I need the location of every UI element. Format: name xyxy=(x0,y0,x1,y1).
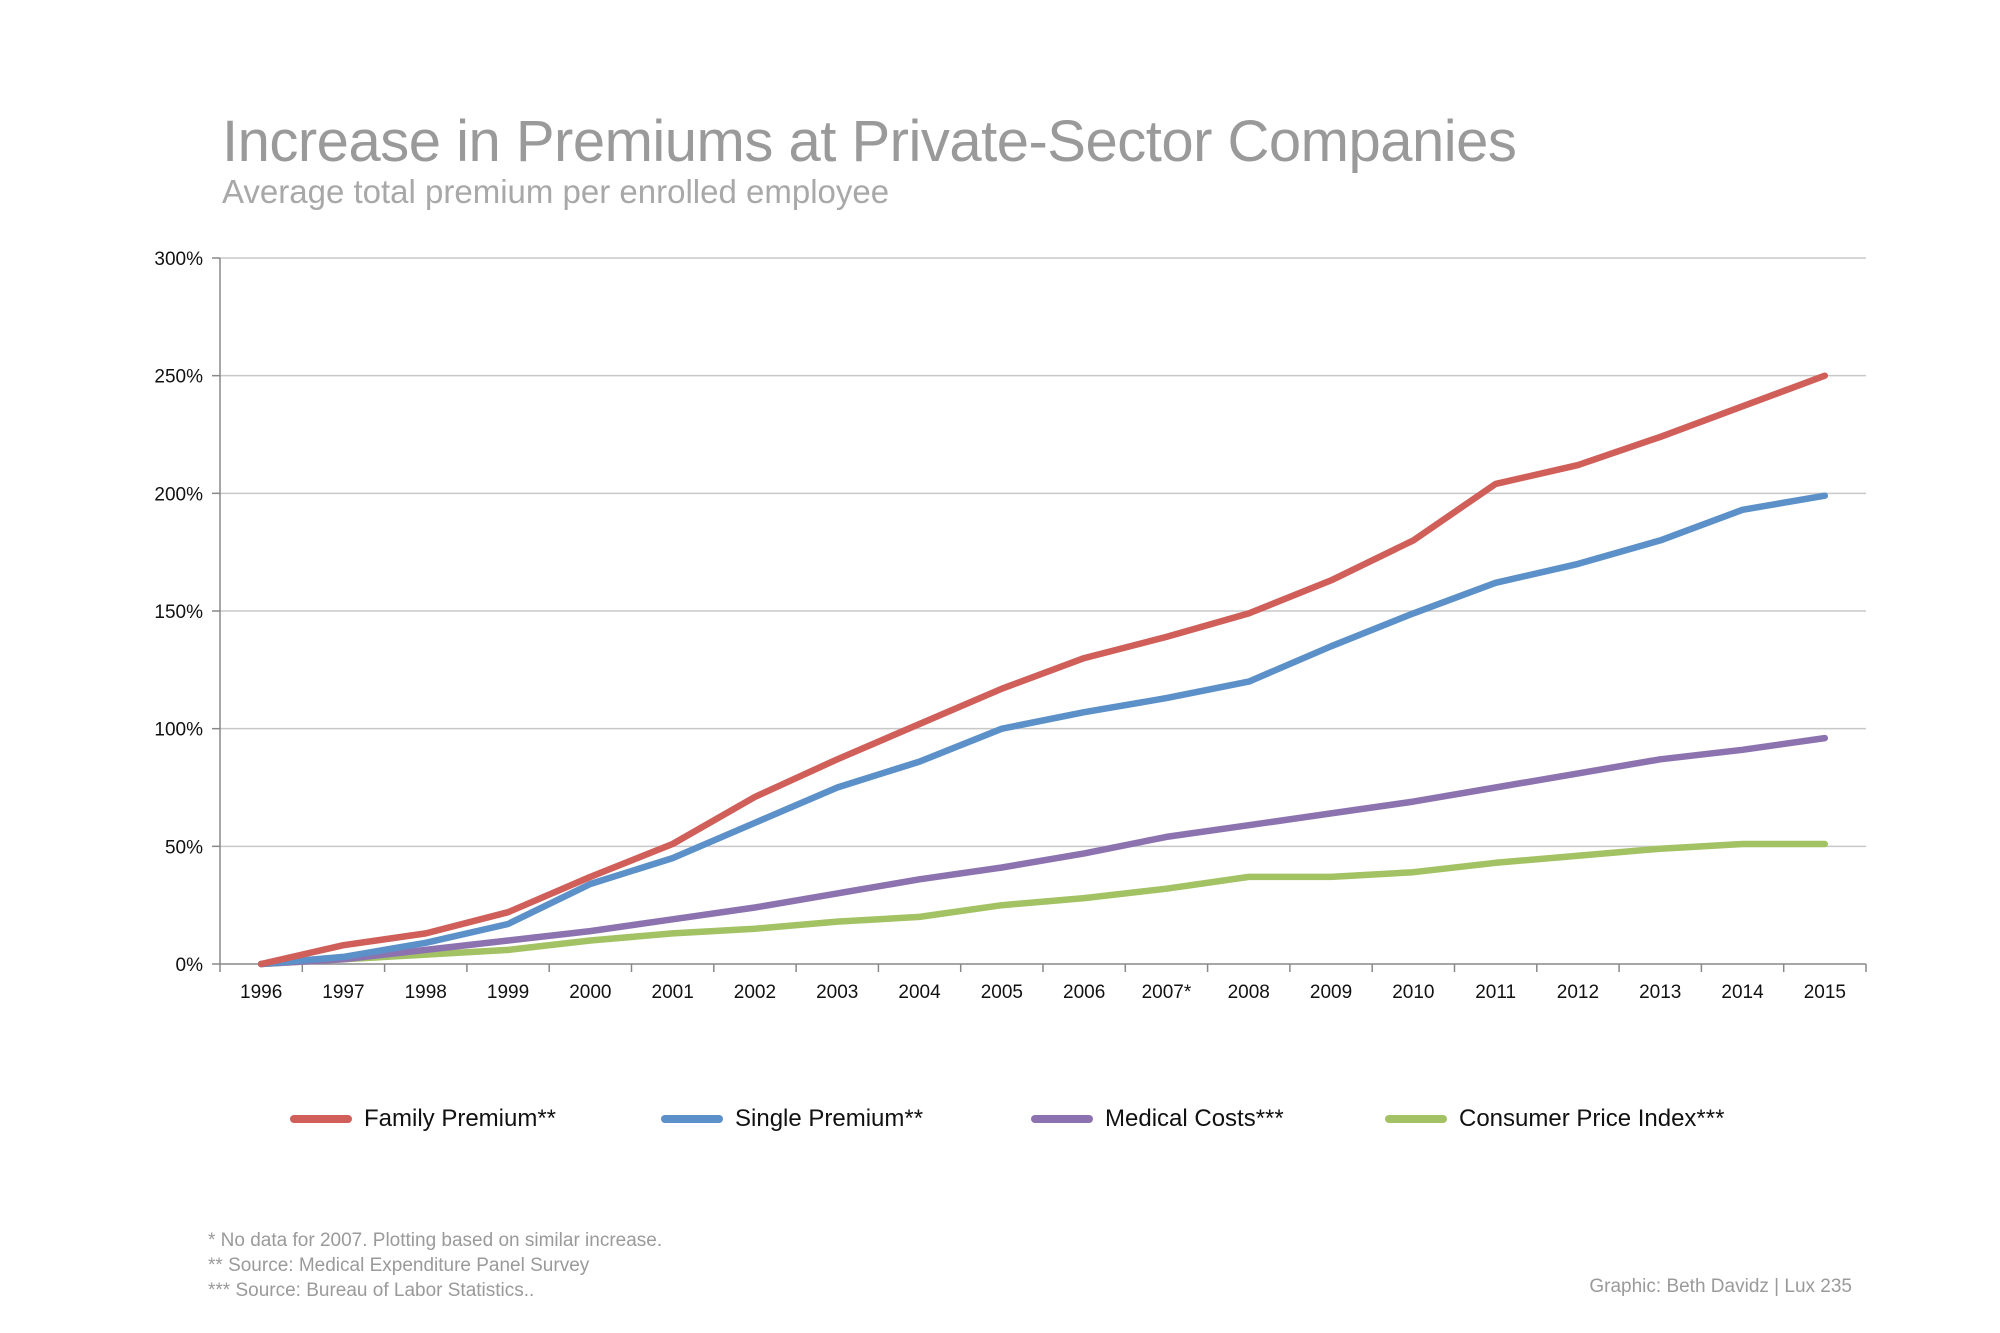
legend-item-single-premium[interactable]: Single Premium** xyxy=(661,1099,923,1139)
x-tick-label-1999: 1999 xyxy=(487,982,529,1003)
legend-swatch-family-premium xyxy=(290,1115,352,1123)
legend-swatch-medical-costs xyxy=(1031,1115,1093,1123)
x-tick-label-2007: 2007* xyxy=(1142,982,1192,1003)
x-tick-label-1998: 1998 xyxy=(405,982,447,1003)
x-tick-label-2010: 2010 xyxy=(1392,982,1434,1003)
series-line-consumer-price-index xyxy=(257,840,1829,968)
y-tick-label-250: 250% xyxy=(154,367,203,388)
legend-label-family-premium: Family Premium** xyxy=(364,1105,557,1132)
x-tick-label-2001: 2001 xyxy=(652,982,694,1003)
x-tick-label-2003: 2003 xyxy=(816,982,858,1003)
y-tick-label-300: 300% xyxy=(154,249,203,270)
y-tick-label-200: 200% xyxy=(154,484,203,505)
x-tick-label-2005: 2005 xyxy=(981,982,1023,1003)
footnotes: * No data for 2007. Plotting based on si… xyxy=(208,1228,662,1303)
chart-subtitle: Average total premium per enrolled emplo… xyxy=(222,173,890,210)
x-tick-label-2009: 2009 xyxy=(1310,982,1352,1003)
x-tick-label-2012: 2012 xyxy=(1557,982,1599,1003)
x-tick-label-2011: 2011 xyxy=(1475,982,1516,1003)
legend-item-family-premium[interactable]: Family Premium** xyxy=(290,1099,556,1139)
x-tick-label-1996: 1996 xyxy=(240,982,282,1003)
x-tick-label-2004: 2004 xyxy=(898,982,941,1003)
y-tick-label-100: 100% xyxy=(154,720,203,741)
x-tick-label-2008: 2008 xyxy=(1228,982,1270,1003)
x-tick-label-2014: 2014 xyxy=(1721,982,1764,1003)
x-tick-label-2013: 2013 xyxy=(1639,982,1681,1003)
graphic-credit: Graphic: Beth Davidz | Lux 235 xyxy=(1589,1276,1852,1297)
y-tick-label-0: 0% xyxy=(176,955,204,976)
legend-label-consumer-price-index: Consumer Price Index*** xyxy=(1459,1105,1725,1132)
footnote-bls-source: *** Source: Bureau of Labor Statistics.. xyxy=(208,1280,535,1301)
y-tick-label-150: 150% xyxy=(154,602,203,623)
legend-swatch-consumer-price-index xyxy=(1385,1115,1447,1123)
legend: Family Premium** Single Premium** Medica… xyxy=(0,1099,2000,1139)
legend-item-medical-costs[interactable]: Medical Costs*** xyxy=(1031,1099,1284,1139)
footnote-2007: * No data for 2007. Plotting based on si… xyxy=(208,1230,663,1251)
legend-label-medical-costs: Medical Costs*** xyxy=(1105,1105,1284,1132)
chart-title: Increase in Premiums at Private-Sector C… xyxy=(222,109,1517,174)
series-line-family-premium xyxy=(257,372,1829,968)
legend-item-consumer-price-index[interactable]: Consumer Price Index*** xyxy=(1385,1099,1724,1139)
legend-label-single-premium: Single Premium** xyxy=(735,1105,924,1132)
legend-swatch-single-premium xyxy=(661,1115,723,1123)
x-tick-label-2002: 2002 xyxy=(734,982,776,1003)
footnote-meps-source: ** Source: Medical Expenditure Panel Sur… xyxy=(208,1255,590,1276)
x-tick-label-2000: 2000 xyxy=(569,982,611,1003)
y-tick-label-50: 50% xyxy=(165,837,203,858)
x-tick-label-1997: 1997 xyxy=(322,982,364,1003)
x-tick-label-2006: 2006 xyxy=(1063,982,1105,1003)
x-tick-label-2015: 2015 xyxy=(1804,982,1846,1003)
series-line-medical-costs xyxy=(257,734,1829,968)
series-line-single-premium xyxy=(257,492,1829,968)
